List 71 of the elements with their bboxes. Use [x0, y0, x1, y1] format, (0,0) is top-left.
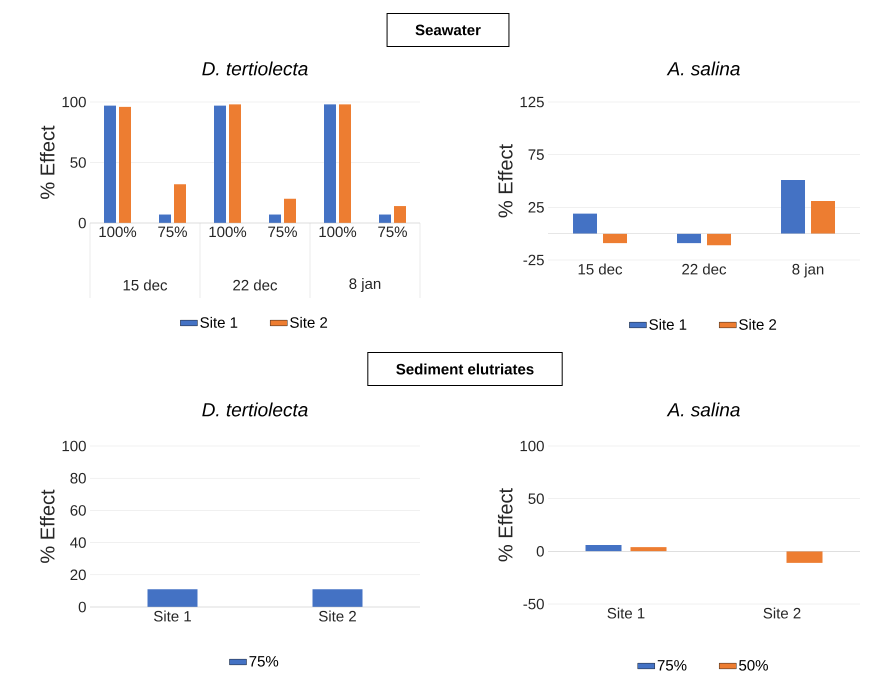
x-tick-label: 75% — [378, 226, 407, 238]
legend-label: 50% — [739, 660, 768, 671]
text: 8 jan — [349, 278, 380, 292]
bar — [586, 545, 622, 552]
y-tick-label: 20 — [70, 569, 86, 580]
y-tick-label: 50 — [70, 157, 86, 168]
x-tick-label: 8 jan — [792, 264, 824, 278]
chart-title: A. salina — [666, 402, 740, 416]
text: 22 dec — [233, 279, 278, 291]
y-axis-title: % Effect — [498, 488, 513, 562]
y-tick-label: 60 — [70, 505, 86, 516]
bar — [229, 104, 241, 224]
x-tick-label: 100% — [99, 226, 136, 238]
y-tick-label: -25 — [523, 254, 544, 266]
bar — [677, 234, 702, 244]
y-tick-label: 0 — [536, 546, 544, 557]
y-tick-label: 125 — [520, 96, 544, 108]
legend-label: Site 2 — [739, 318, 776, 330]
legend-label: Site 2 — [290, 316, 328, 328]
bar — [269, 214, 281, 224]
bar — [811, 201, 836, 234]
bar — [603, 234, 628, 244]
y-tick-label: 50 — [528, 493, 544, 504]
y-axis-title: % Effect — [40, 126, 55, 199]
legend-label: Site 1 — [200, 316, 238, 328]
bar — [707, 234, 732, 246]
bar — [573, 214, 598, 234]
y-tick-label: 0 — [78, 602, 86, 612]
bar — [159, 214, 171, 224]
bar — [781, 180, 806, 234]
x-tick-label: 75% — [268, 226, 297, 238]
bar — [104, 106, 116, 224]
legend-label: 75% — [658, 660, 686, 671]
chart-title: A. salina — [666, 62, 740, 76]
bar — [786, 551, 823, 563]
y-tick-label: 75 — [528, 149, 544, 160]
y-axis-title: % Effect — [498, 144, 513, 218]
y-tick-label: -50 — [523, 598, 544, 610]
text: Seawater — [416, 24, 481, 36]
x-tick-label: 22 dec — [682, 264, 726, 275]
y-tick-label: 80 — [70, 472, 86, 484]
y-tick-label: 100 — [62, 96, 86, 108]
y-tick-label: 100 — [520, 440, 544, 452]
x-tick-label: 100% — [209, 226, 246, 238]
y-tick-label: 100 — [62, 440, 86, 452]
bar — [379, 214, 391, 224]
bar — [174, 184, 186, 224]
bar — [394, 206, 406, 224]
y-tick-label: 40 — [70, 537, 86, 548]
legend-label: 75% — [249, 656, 278, 667]
y-tick-label: 0 — [78, 218, 86, 228]
y-tick-label: 25 — [528, 202, 544, 213]
bar — [630, 547, 667, 552]
x-tick-label: Site 2 — [764, 608, 800, 619]
chart-title: D. tertiolecta — [202, 402, 308, 416]
x-tick-label: Site 2 — [319, 610, 356, 622]
chart-title: D. tertiolecta — [202, 62, 308, 76]
x-tick-label: Site 1 — [608, 608, 644, 619]
text: Sediment elutriates — [396, 363, 534, 375]
bar — [284, 198, 296, 224]
bar — [324, 104, 336, 224]
y-axis-title: % Effect — [40, 490, 55, 563]
bar — [214, 106, 226, 224]
x-tick-label: 15 dec — [578, 264, 622, 275]
bar — [119, 106, 132, 224]
x-tick-label: 100% — [319, 226, 356, 238]
legend-label: Site 1 — [649, 318, 686, 330]
text: 15 dec — [124, 279, 168, 291]
bar — [339, 104, 351, 224]
x-tick-label: 75% — [158, 226, 187, 238]
x-tick-label: Site 1 — [154, 610, 191, 622]
